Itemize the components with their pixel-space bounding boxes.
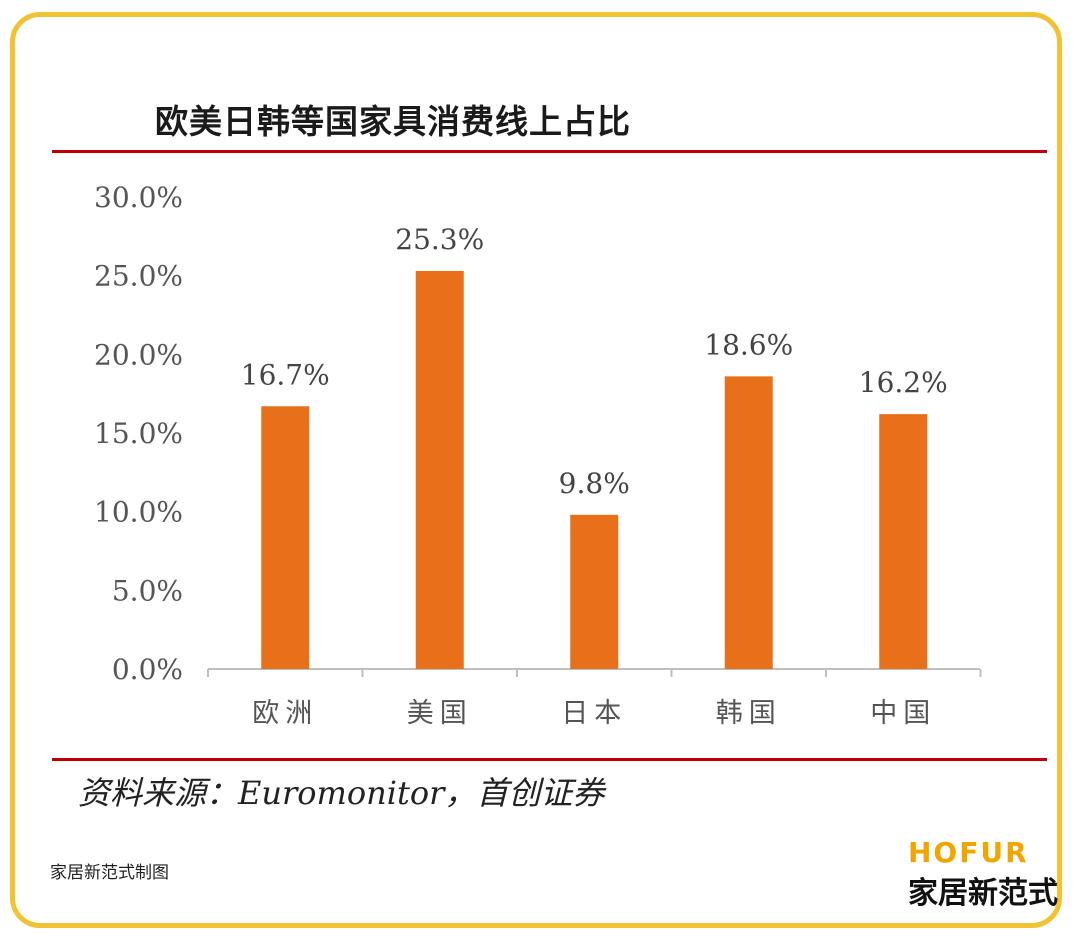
bar-4: [724, 376, 773, 669]
bar-2: [415, 270, 464, 669]
y-tick-label: 30.0%: [94, 181, 183, 214]
bar-1: [261, 406, 310, 669]
x-tick-label: 欧洲: [252, 698, 318, 729]
brand-logo-cn: 家居新范式: [908, 876, 1058, 911]
y-tick-label: 5.0%: [112, 574, 183, 607]
y-axis-ticks: 0.0% 5.0% 10.0% 15.0% 20.0% 25.0% 30.0%: [94, 181, 183, 686]
value-labels: 16.7% 25.3% 9.8% 18.6% 16.2%: [241, 223, 948, 500]
bottom-divider: [52, 758, 1047, 761]
value-label: 9.8%: [559, 467, 630, 500]
bar-3: [570, 514, 619, 669]
y-tick-label: 25.0%: [94, 260, 183, 293]
top-divider: [52, 150, 1047, 153]
brand-logo-en: HOFUR: [908, 836, 1029, 869]
value-label: 25.3%: [395, 223, 484, 256]
bars: [261, 270, 928, 669]
x-tick-label: 中国: [870, 698, 936, 729]
x-tick-label: 美国: [407, 698, 473, 729]
y-tick-label: 20.0%: [94, 338, 183, 371]
y-tick-label: 10.0%: [94, 496, 183, 529]
x-tick-label: 日本: [561, 698, 627, 729]
y-tick-label: 15.0%: [94, 417, 183, 450]
credit-text: 家居新范式制图: [50, 863, 169, 883]
x-axis-labels: 欧洲 美国 日本 韩国 中国: [252, 698, 936, 729]
value-label: 16.2%: [859, 366, 948, 399]
x-tick-label: 韩国: [716, 698, 782, 729]
source-note: 资料来源：Euromonitor，首创证券: [78, 774, 605, 812]
chart-title: 欧美日韩等国家具消费线上占比: [155, 102, 631, 141]
value-label: 18.6%: [704, 328, 793, 361]
bar-5: [879, 414, 928, 669]
y-tick-label: 0.0%: [112, 653, 183, 686]
value-label: 16.7%: [241, 358, 330, 391]
